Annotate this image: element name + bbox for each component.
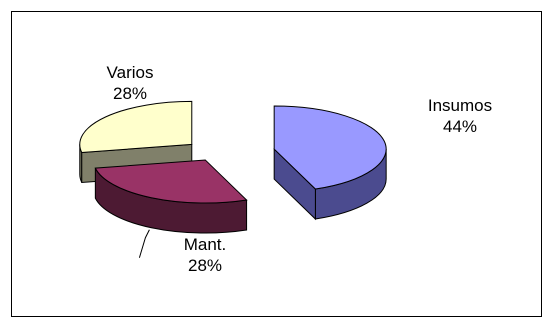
- slice-name-varios: Varios: [106, 63, 154, 82]
- leader-line-mant: [138, 229, 150, 258]
- pie-chart: [79, 100, 387, 258]
- slice-varios: [79, 100, 193, 153]
- slice-percent-insumos: 44%: [442, 117, 478, 136]
- slice-mant: [94, 159, 248, 204]
- slice-name-mant: Mant.: [183, 235, 227, 254]
- slice-label-mant: Mant. 28%: [170, 234, 240, 276]
- slice-insumos: [273, 105, 387, 190]
- slice-name-insumos: Insumos: [427, 96, 493, 115]
- chart-area: Insumos 44% Mant. 28% Varios 28%: [11, 11, 542, 317]
- slice-percent-mant: 28%: [187, 256, 223, 275]
- slice-label-insumos: Insumos 44%: [420, 95, 500, 137]
- slice-label-varios: Varios 28%: [95, 62, 165, 104]
- slice-percent-varios: 28%: [112, 84, 148, 103]
